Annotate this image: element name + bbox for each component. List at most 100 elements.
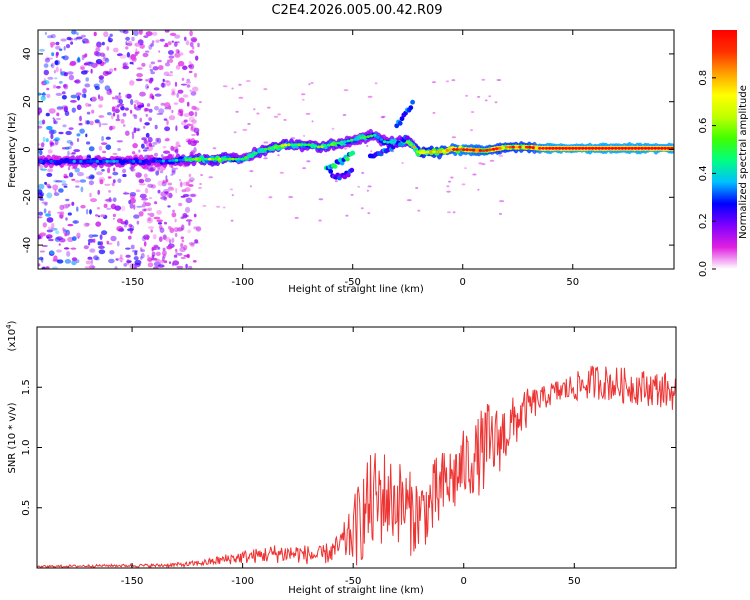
noise-blob: [147, 213, 150, 216]
noise-blob: [308, 83, 311, 86]
noise-blob: [86, 120, 90, 125]
noise-blob: [149, 212, 155, 218]
noise-blob: [191, 119, 197, 124]
noise-blob: [95, 58, 103, 65]
noise-blob: [124, 107, 129, 111]
noise-blob: [175, 125, 178, 132]
noise-blob: [283, 118, 287, 121]
noise-blob: [70, 41, 74, 45]
noise-blob: [186, 140, 193, 143]
ridge-core: [343, 140, 347, 144]
y-tick-label: 40: [22, 48, 33, 61]
noise-blob: [131, 131, 135, 135]
noise-blob: [189, 193, 196, 197]
noise-blob: [267, 106, 271, 109]
noise-blob: [122, 168, 127, 174]
noise-blob: [245, 80, 251, 82]
noise-blob: [101, 41, 105, 46]
ridge-core: [148, 160, 152, 163]
noise-blob: [163, 188, 170, 193]
x-tick-label: 0: [460, 277, 466, 288]
noise-blob: [139, 91, 146, 97]
noise-blob: [112, 213, 116, 218]
noise-blob: [472, 173, 477, 176]
noise-blob: [488, 95, 492, 98]
noise-blob: [186, 101, 190, 107]
noise-blob: [38, 263, 41, 267]
ridge-core: [303, 143, 308, 147]
noise-blob: [302, 98, 305, 101]
ridge-core: [280, 144, 285, 148]
noise-blob: [122, 124, 126, 127]
noise-blob: [134, 250, 138, 256]
noise-blob: [163, 260, 168, 264]
noise-blob: [49, 142, 53, 148]
ridge-core: [369, 134, 374, 138]
noise-blob: [222, 206, 226, 209]
noise-blob: [58, 131, 64, 135]
ridge-core: [462, 148, 466, 152]
noise-blob: [45, 56, 50, 62]
noise-blob: [484, 99, 488, 102]
noise-blob: [401, 162, 404, 164]
colorbar-tick-label: 0.6: [698, 118, 709, 134]
spectrogram-x-axis-label: Height of straight line (km): [288, 284, 424, 295]
ridge-core: [273, 145, 278, 149]
noise-blob: [122, 173, 127, 178]
noise-blob: [90, 198, 97, 203]
noise-blob: [185, 197, 193, 204]
colorbar-label: Normalized spectral amplitude: [738, 85, 749, 239]
noise-blob: [182, 94, 189, 98]
noise-blob: [140, 256, 143, 260]
colorbar: 0.0 0.2 0.4 0.6 0.8 Normalized spectral ampl…: [698, 30, 749, 277]
y-tick-label: 1.0: [21, 440, 32, 456]
noise-blob: [464, 167, 467, 170]
noise-blob: [191, 125, 194, 131]
noise-blob: [159, 170, 164, 174]
noise-blob: [63, 72, 68, 77]
noise-blob: [88, 242, 91, 246]
noise-blob: [90, 68, 93, 74]
ridge-core: [524, 145, 529, 149]
noise-blob: [152, 141, 158, 145]
ridge-core: [382, 140, 387, 144]
noise-blob: [170, 173, 174, 176]
noise-blob: [85, 41, 90, 44]
noise-blob: [86, 111, 91, 115]
noise-blob: [185, 81, 192, 84]
ridge-core: [610, 146, 615, 150]
noise-blob: [100, 214, 106, 218]
noise-blob: [164, 107, 169, 110]
noise-blob: [45, 112, 50, 117]
noise-blob: [56, 249, 62, 253]
noise-blob: [61, 183, 68, 187]
noise-blob: [71, 260, 77, 266]
noise-blob: [84, 83, 91, 88]
noise-blob: [119, 254, 123, 259]
noise-blob: [97, 241, 101, 246]
ridge-core: [42, 160, 47, 163]
noise-blob: [79, 128, 85, 134]
noise-blob: [116, 218, 123, 223]
ridge-core: [448, 148, 453, 152]
noise-blob: [188, 111, 194, 117]
noise-blob: [86, 141, 91, 145]
noise-blob: [415, 187, 419, 189]
ridge-core: [346, 139, 351, 143]
noise-blob: [366, 189, 369, 192]
noise-blob: [230, 219, 234, 222]
noise-blob: [185, 40, 190, 46]
noise-blob: [199, 101, 202, 104]
noise-blob: [107, 37, 114, 43]
noise-blob: [71, 201, 75, 206]
noise-blob: [157, 246, 161, 250]
noise-blob: [54, 137, 60, 142]
noise-blob: [175, 187, 178, 194]
noise-blob: [44, 57, 51, 63]
noise-blob: [50, 34, 56, 39]
ridge-core: [475, 148, 479, 152]
noise-blob: [242, 128, 248, 131]
ridge-core: [52, 160, 57, 163]
noise-blob: [192, 260, 197, 263]
